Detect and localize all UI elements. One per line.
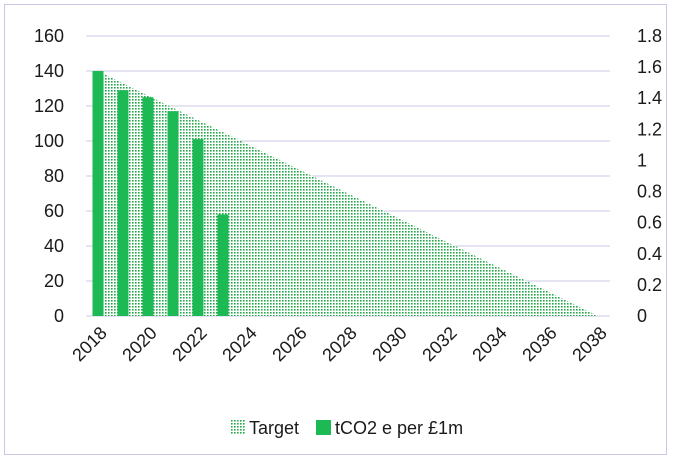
right-tick-6: 1.2 bbox=[637, 119, 662, 139]
bar-2018 bbox=[92, 71, 104, 316]
x-tick-2034: 2034 bbox=[468, 323, 510, 365]
left-tick-6: 120 bbox=[34, 96, 64, 116]
bar-2020 bbox=[142, 97, 154, 316]
right-tick-2: 0.4 bbox=[637, 244, 662, 264]
right-tick-9: 1.8 bbox=[637, 26, 662, 46]
legend-swatch-target bbox=[230, 420, 245, 435]
bar-2022 bbox=[192, 139, 204, 316]
x-tick-2024: 2024 bbox=[218, 323, 260, 365]
x-tick-2036: 2036 bbox=[518, 323, 560, 365]
left-tick-2: 40 bbox=[44, 236, 64, 256]
x-tick-2022: 2022 bbox=[168, 323, 210, 365]
right-y-axis: 0 0.2 0.4 0.6 0.8 1 1.2 1.4 1.6 1.8 bbox=[637, 26, 662, 326]
left-tick-5: 100 bbox=[34, 131, 64, 151]
right-tick-3: 0.6 bbox=[637, 213, 662, 233]
left-tick-8: 160 bbox=[34, 26, 64, 46]
x-tick-2026: 2026 bbox=[268, 323, 310, 365]
legend: Target tCO2 e per £1m bbox=[230, 418, 463, 438]
legend-label-target: Target bbox=[249, 418, 299, 438]
x-tick-2032: 2032 bbox=[418, 323, 460, 365]
bar-2019 bbox=[117, 90, 129, 316]
left-y-axis: 0 20 40 60 80 100 120 140 160 bbox=[34, 26, 64, 326]
left-tick-1: 20 bbox=[44, 271, 64, 291]
legend-swatch-emissions bbox=[316, 420, 331, 435]
bar-2021 bbox=[167, 111, 179, 316]
x-tick-2038: 2038 bbox=[568, 323, 610, 365]
left-tick-3: 60 bbox=[44, 201, 64, 221]
right-tick-8: 1.6 bbox=[637, 57, 662, 77]
x-tick-2028: 2028 bbox=[318, 323, 360, 365]
bar-2023 bbox=[217, 214, 229, 316]
left-tick-0: 0 bbox=[54, 306, 64, 326]
x-tick-2018: 2018 bbox=[68, 323, 110, 365]
right-tick-1: 0.2 bbox=[637, 275, 662, 295]
right-tick-7: 1.4 bbox=[637, 88, 662, 108]
left-tick-7: 140 bbox=[34, 61, 64, 81]
emissions-bar-series bbox=[92, 71, 229, 316]
legend-label-emissions: tCO2 e per £1m bbox=[335, 418, 463, 438]
right-tick-0: 0 bbox=[637, 306, 647, 326]
right-tick-5: 1 bbox=[637, 150, 647, 170]
x-tick-2020: 2020 bbox=[118, 323, 160, 365]
right-tick-4: 0.8 bbox=[637, 182, 662, 202]
x-tick-2030: 2030 bbox=[368, 323, 410, 365]
x-axis: 2018 2020 2022 2024 2026 2028 2030 2032 2034 2036… bbox=[68, 323, 610, 365]
left-tick-4: 80 bbox=[44, 166, 64, 186]
